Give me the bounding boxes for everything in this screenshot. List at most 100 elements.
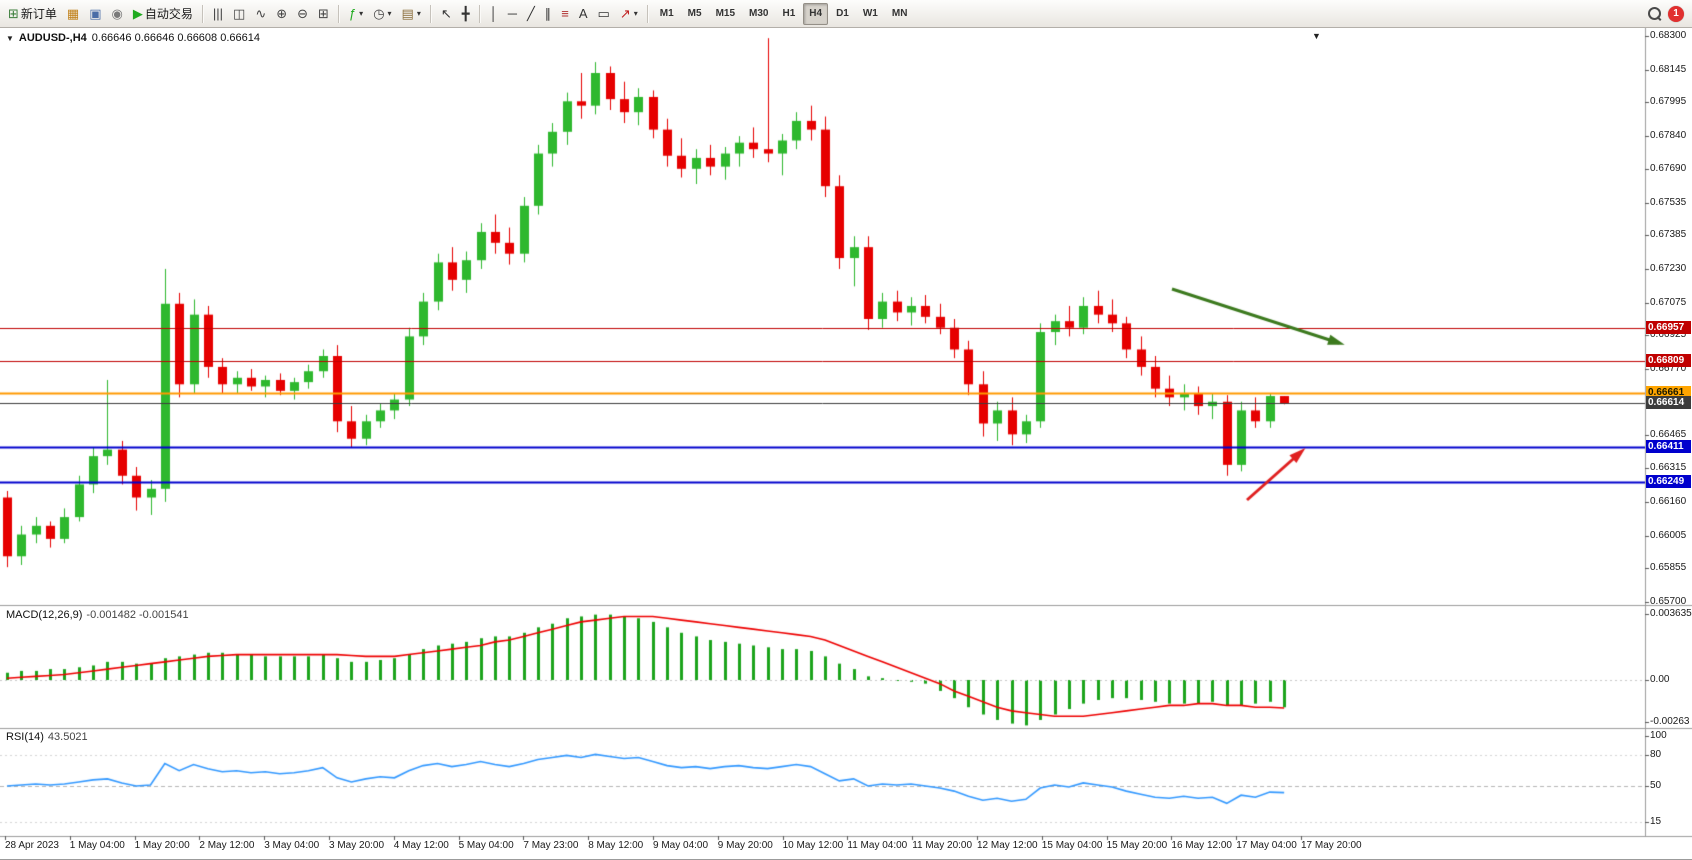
channel-button[interactable]: ∥: [541, 3, 556, 25]
scroll-to-end-icon[interactable]: ▼: [1312, 31, 1321, 41]
price-level-tag: 0.66411: [1646, 440, 1691, 454]
price-axis-label: 0.67690: [1650, 162, 1687, 174]
time-axis-label: 12 May 12:00: [977, 840, 1038, 851]
text-label-button[interactable]: ▭: [594, 3, 614, 25]
candlestick-icon: ◫: [233, 6, 246, 21]
auto-trading-icon: ▶: [132, 6, 143, 21]
zoom-in-button[interactable]: ⊕: [272, 3, 291, 25]
time-axis-label: 9 May 20:00: [717, 840, 773, 851]
rsi-panel-label: RSI(14) 43.5021: [6, 731, 88, 743]
time-axis-label: 5 May 04:00: [458, 840, 514, 851]
indicators-button[interactable]: ƒ ▾: [345, 3, 367, 25]
timeframe-h4-button[interactable]: H4: [803, 2, 829, 25]
vertical-line-button[interactable]: │: [486, 3, 502, 25]
time-axis-label: 3 May 20:00: [329, 840, 385, 851]
price-level-tag: 0.66957: [1646, 321, 1691, 335]
zoom-out-icon: ⊖: [297, 6, 309, 21]
price-axis-label: 0.68300: [1650, 30, 1687, 41]
line-chart-type-button[interactable]: ∿: [251, 3, 270, 25]
templates-button[interactable]: ▤ ▾: [398, 3, 425, 25]
price-axis-label: 0.65855: [1650, 562, 1687, 574]
toolbar-separator: [337, 4, 340, 23]
new-order-button[interactable]: ⊞ 新订单: [4, 3, 61, 25]
arrows-button[interactable]: ↗ ▾: [616, 3, 642, 25]
time-axis-label: 17 May 20:00: [1301, 840, 1362, 851]
time-axis-label: 8 May 12:00: [588, 840, 644, 851]
time-axis-label: 9 May 04:00: [653, 840, 709, 851]
bar-chart-type-button[interactable]: |||: [209, 3, 227, 25]
price-axis-label: 0.66925: [1650, 329, 1687, 341]
text-label-icon: ▭: [597, 6, 610, 21]
rsi-axis-label: 100: [1650, 730, 1667, 741]
toolbar-right: 1: [1648, 5, 1692, 22]
macd-axis-label: -0.00263: [1650, 716, 1690, 727]
price-axis-label: 0.67385: [1650, 229, 1687, 241]
horizontal-line-button[interactable]: ─: [504, 3, 521, 25]
text-icon: A: [578, 6, 588, 21]
clock-icon: ◷: [373, 6, 385, 21]
indicators-dropdown-icon: ▾: [359, 9, 364, 18]
timeframe-m1-button[interactable]: M1: [654, 3, 680, 25]
indicators-icon: ƒ: [348, 6, 357, 21]
periods-button[interactable]: ◷ ▾: [369, 3, 395, 25]
timeframe-m15-button[interactable]: M15: [710, 3, 741, 25]
timeframe-m5-button[interactable]: M5: [682, 3, 708, 25]
arrows-dropdown-icon: ▾: [633, 9, 638, 18]
notification-badge[interactable]: 1: [1668, 5, 1684, 22]
toolbar-separator: [478, 4, 481, 23]
navigator-icon: ◉: [111, 6, 123, 21]
timeframe-mn-button[interactable]: MN: [886, 3, 914, 25]
periods-dropdown-icon: ▾: [387, 9, 392, 18]
chart-expand-icon[interactable]: ▼: [6, 33, 14, 43]
chart-window: ▼ AUDUSD-,H4 0.66646 0.66646 0.66608 0.6…: [0, 28, 1692, 860]
new-order-icon: ⊞: [8, 6, 19, 21]
horizontal-line-icon: ─: [507, 6, 517, 21]
zoom-in-icon: ⊕: [276, 6, 288, 21]
crosshair-button[interactable]: ╋: [458, 3, 474, 25]
auto-trading-button[interactable]: ▶ 自动交易: [129, 3, 197, 25]
rsi-axis-label: 50: [1650, 780, 1662, 791]
timeframe-h1-button[interactable]: H1: [776, 3, 801, 25]
timeframe-m30-button[interactable]: M30: [743, 3, 774, 25]
time-axis-label: 11 May 04:00: [847, 840, 908, 851]
fibonacci-button[interactable]: ≡: [557, 3, 573, 25]
macd-axis-label: 0.00: [1650, 674, 1670, 685]
cursor-button[interactable]: ↖: [437, 3, 456, 25]
price-level-tag: 0.66809: [1646, 353, 1691, 367]
trendline-button[interactable]: ╱: [523, 3, 539, 25]
toolbar-separator: [429, 4, 432, 23]
time-axis-label: 7 May 23:00: [523, 840, 579, 851]
candlestick-type-button[interactable]: ◫: [229, 3, 249, 25]
new-chart-icon: ▦: [66, 6, 80, 21]
navigator-button[interactable]: ◉: [108, 3, 127, 25]
price-chart-canvas[interactable]: [0, 28, 1692, 859]
tile-windows-button[interactable]: ⊞: [314, 3, 333, 25]
time-axis-label: 4 May 12:00: [393, 840, 449, 851]
price-axis-label: 0.66005: [1650, 529, 1687, 541]
time-axis-label: 1 May 20:00: [134, 840, 190, 851]
time-axis-label: 15 May 20:00: [1106, 840, 1168, 851]
vertical-line-icon: │: [489, 6, 498, 21]
search-icon[interactable]: [1648, 7, 1661, 20]
templates-dropdown-icon: ▾: [416, 9, 421, 18]
timeframe-d1-button[interactable]: D1: [830, 3, 855, 25]
time-axis-label: 28 Apr 2023: [5, 840, 59, 851]
toolbar-separator: [646, 4, 649, 23]
ohlc-values: 0.66646 0.66646 0.66608 0.66614: [91, 32, 260, 44]
price-axis-label: 0.67230: [1650, 262, 1687, 274]
timeframe-w1-button[interactable]: W1: [857, 3, 884, 25]
macd-axis-label: 0.003635: [1650, 607, 1692, 619]
zoom-out-button[interactable]: ⊖: [293, 3, 312, 25]
new-chart-button[interactable]: ▦: [63, 3, 83, 25]
bar-chart-icon: |||: [212, 6, 224, 21]
time-axis-label: 10 May 12:00: [782, 840, 844, 851]
main-toolbar: ⊞ 新订单 ▦ ▣ ◉ ▶ 自动交易 ||| ◫ ∿ ⊕ ⊖ ⊞ ƒ ▾ ◷ ▾ ▤ ▾ ↖ ╋ │ ─ ╱ ∥ ≡ A ▭ ↗ ▾ M1 M…: [0, 0, 1692, 28]
text-button[interactable]: A: [575, 3, 592, 25]
channel-icon: ∥: [544, 6, 552, 21]
toolbar-separator: [201, 4, 204, 23]
rsi-indicator-name: RSI(14): [6, 731, 44, 743]
price-axis-label: 0.66465: [1650, 429, 1687, 441]
profiles-button[interactable]: ▣: [85, 3, 105, 25]
price-axis-label: 0.67075: [1650, 296, 1687, 308]
price-axis-label: 0.66160: [1650, 495, 1687, 507]
